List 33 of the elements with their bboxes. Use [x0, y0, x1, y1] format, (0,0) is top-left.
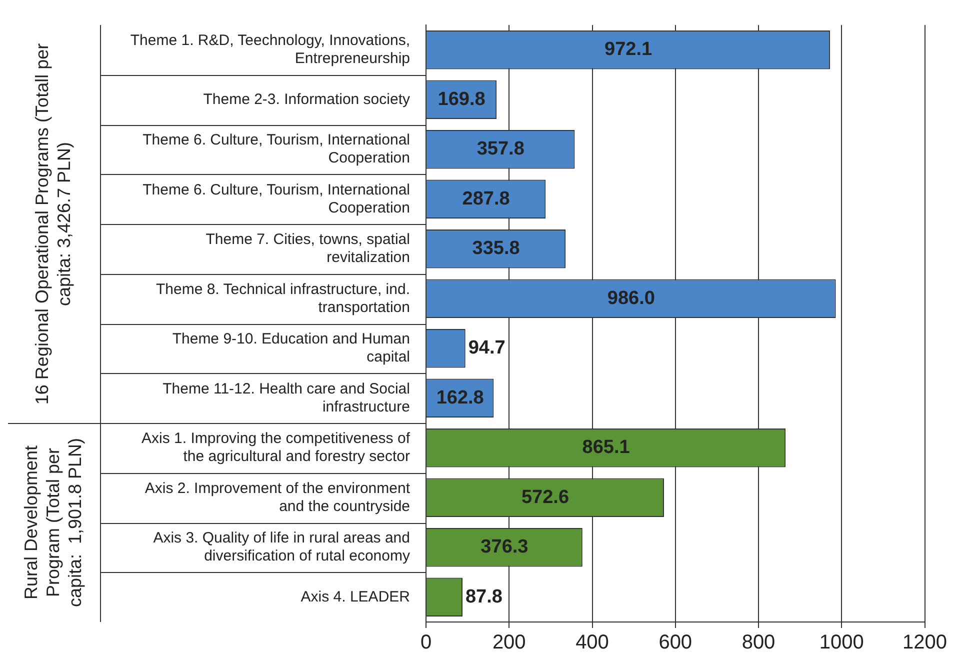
data-label: 87.8 [465, 586, 502, 608]
data-label: 169.8 [438, 88, 486, 110]
y-tick-label: Axis 2. Improvement of the environment and the countryside [144, 480, 411, 515]
data-label: 376.3 [480, 536, 528, 558]
data-label: 865.1 [582, 437, 630, 458]
data-label: 972.1 [604, 39, 652, 60]
x-tick-label: 0 [420, 632, 432, 654]
x-tick-label: 800 [742, 632, 776, 654]
data-label: 986.0 [607, 288, 655, 309]
y-tick-label: Theme 6. Culture, Tourism, International Cooperation [142, 181, 410, 216]
y-tick-label: Theme 6. Culture, Tourism, International Cooperation [142, 132, 410, 167]
y-tick-label: Theme 2-3. Information society [203, 90, 410, 108]
text: 16 Regional Operational Programs (Totall per capita: 3,426.7 PLN) [32, 43, 74, 405]
y-tick-label: Theme 11-12. Health care and Social infrastructure [162, 380, 410, 416]
y-tick-label: Axis 1. Improving the competitiveness of the agricultural and forestry sector [142, 430, 411, 466]
y-tick-label: Axis 4. LEADER [300, 588, 410, 606]
x-tick-label: 600 [658, 632, 692, 654]
data-label: 572.6 [521, 486, 570, 508]
data-label: 357.8 [476, 138, 524, 160]
y-tick-label: Axis 3. Quality of life in rural areas and diversification of rutal economy [153, 530, 410, 565]
x-tick-label: 1200 [902, 632, 948, 654]
x-tick-label: 200 [492, 632, 526, 654]
y-tick-label: Theme 9-10. Education and Human capital [172, 330, 410, 366]
text: Rural Development Program (Total per capita: 1,901.8 PLN) [20, 438, 85, 608]
data-label: 94.7 [468, 338, 506, 359]
x-tick-label: 400 [576, 632, 609, 654]
data-label: 162.8 [436, 387, 484, 408]
data-label: 287.8 [462, 188, 510, 210]
data-label: 335.8 [472, 238, 520, 260]
y-tick-label: Theme 7. Cities, towns, spatial revitalization [206, 231, 410, 266]
y-tick-label: Theme 8. Technical infrastructure, ind. transportation [156, 280, 410, 316]
y-tick-label: Theme 1. R&D, Teechnology, Innovations, Entrepreneurship [130, 32, 410, 68]
x-tick-label: 1000 [819, 632, 864, 654]
